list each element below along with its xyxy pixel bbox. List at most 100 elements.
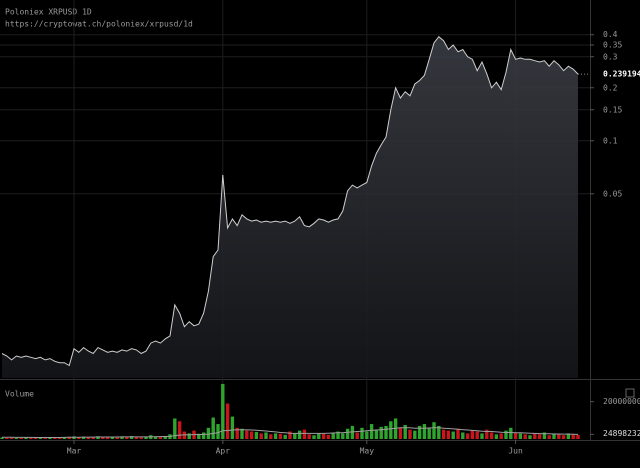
volume-bar [225, 403, 230, 439]
volume-bar [528, 435, 532, 439]
volume-bar [465, 433, 470, 439]
volume-bar [206, 427, 211, 439]
volume-bar [302, 429, 307, 439]
volume-bar [0, 437, 4, 439]
volume-bar [461, 432, 465, 439]
volume-bar [566, 433, 571, 439]
volume-bar [446, 430, 451, 439]
volume-bar [403, 425, 407, 439]
volume-bar [576, 434, 580, 439]
volume-bar [317, 433, 321, 439]
volume-bar [542, 432, 547, 439]
volume-ma-line [2, 427, 579, 438]
volume-bar [417, 425, 422, 439]
volume-ma-label: 24898232 [603, 429, 640, 438]
volume-bar [552, 433, 556, 439]
volume-bar [273, 433, 278, 439]
volume-bar [321, 433, 326, 439]
volume-bar [125, 436, 129, 439]
y-tick-label: 0.1 [603, 136, 618, 145]
volume-bar [288, 431, 292, 439]
volume-bar [120, 436, 124, 439]
volume-bar [312, 435, 316, 439]
volume-bar [216, 424, 220, 439]
volume-bar [62, 437, 67, 439]
volume-bar [57, 437, 62, 439]
x-tick-label: Mar [67, 447, 82, 456]
y-tick-label: 0.35 [603, 40, 622, 49]
volume-bar [389, 421, 393, 439]
x-tick-label: Apr [216, 447, 231, 456]
y-tick-label: 0.2 [603, 83, 618, 92]
volume-bar [163, 436, 167, 439]
volume-bar [197, 433, 201, 439]
volume-bar [230, 416, 235, 439]
volume-bar [437, 425, 441, 439]
volume-bar [398, 427, 403, 439]
volume-bar [24, 437, 28, 439]
volume-bar [571, 434, 575, 439]
volume-bar [336, 431, 340, 439]
volume-bar [33, 437, 38, 439]
volume-bar [523, 434, 527, 439]
volume-bar [144, 436, 148, 439]
y-tick-label: 0.3 [603, 52, 618, 61]
volume-bar [345, 428, 350, 439]
y-tick-label: 0.15 [603, 105, 622, 114]
volume-bar [297, 430, 302, 439]
volume-bar [504, 430, 508, 439]
last-price-label: 0.2391940 [603, 70, 640, 79]
volume-bar [96, 436, 100, 439]
volume-bar [38, 437, 43, 439]
volume-bar [475, 431, 479, 439]
volume-bar [293, 433, 297, 439]
volume-bar [134, 437, 139, 439]
price-area [2, 36, 578, 378]
volume-bar [81, 436, 86, 439]
volume-bar [360, 427, 364, 439]
volume-bar [561, 435, 566, 439]
volume-bar [379, 426, 383, 439]
volume-bar [254, 431, 259, 439]
volume-bar [432, 422, 436, 439]
volume-bar [211, 417, 215, 439]
volume-bar [269, 434, 273, 439]
volume-bar [509, 427, 513, 439]
volume-toggle[interactable] [625, 388, 635, 398]
volume-bar [485, 429, 489, 439]
volume-bar [139, 437, 143, 439]
volume-bar [513, 432, 518, 439]
volume-bar [384, 425, 388, 439]
volume-bar [518, 433, 523, 439]
volume-bar [470, 430, 475, 439]
volume-bar [48, 437, 52, 439]
volume-bar [101, 437, 105, 439]
volume-bar [187, 433, 191, 439]
volume-bar [115, 437, 119, 439]
volume-bar [369, 424, 374, 439]
volume-bar [533, 433, 537, 439]
y-tick-label: 0.05 [603, 189, 622, 198]
chart-subtitle: https://cryptowat.ch/poloniex/xrpusd/1d [5, 20, 193, 29]
volume-bar [494, 434, 499, 439]
volume-bar [350, 425, 355, 439]
volume-bar [408, 429, 412, 439]
volume-bar [105, 437, 110, 439]
volume-bar [341, 433, 345, 439]
volume-bar [77, 437, 81, 439]
volume-bar [173, 418, 177, 439]
volume-bar [201, 432, 206, 439]
volume-bar [158, 436, 163, 439]
volume-bar [19, 437, 23, 439]
price-line [1, 35, 579, 367]
volume-bar [307, 434, 311, 439]
volume-bar [480, 433, 484, 439]
x-tick-label: Jun [508, 447, 523, 456]
volume-bar [489, 432, 494, 439]
volume-bar [355, 432, 359, 439]
volume-bar [153, 436, 158, 439]
volume-bar [91, 436, 95, 439]
volume-bar [86, 437, 91, 439]
volume-bar [393, 418, 398, 439]
